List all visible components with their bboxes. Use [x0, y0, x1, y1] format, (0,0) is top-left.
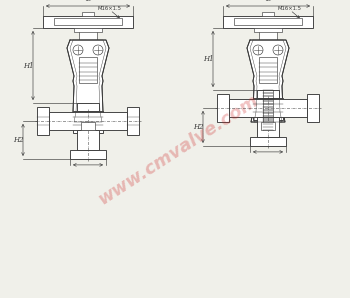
- Bar: [85, 103, 91, 130]
- Circle shape: [253, 45, 263, 55]
- Circle shape: [73, 45, 83, 55]
- Text: M16×1.5: M16×1.5: [278, 5, 302, 10]
- Bar: [49, 112, 127, 130]
- Bar: [73, 111, 103, 133]
- Bar: [217, 94, 229, 122]
- Bar: [54, 18, 122, 24]
- Bar: [257, 90, 279, 98]
- Bar: [261, 122, 275, 130]
- Text: H1: H1: [203, 55, 213, 63]
- Bar: [253, 98, 283, 120]
- Bar: [307, 94, 319, 122]
- Text: D: D: [85, 0, 91, 3]
- Text: M16×1.5: M16×1.5: [98, 5, 122, 10]
- Text: H2: H2: [193, 123, 203, 131]
- Polygon shape: [247, 40, 289, 122]
- Text: H1: H1: [23, 61, 33, 69]
- Bar: [254, 28, 282, 32]
- Bar: [229, 99, 307, 117]
- Bar: [82, 12, 94, 16]
- Circle shape: [93, 45, 103, 55]
- Bar: [262, 12, 274, 16]
- Bar: [250, 137, 286, 146]
- Text: D: D: [265, 0, 271, 3]
- Polygon shape: [67, 40, 109, 122]
- Bar: [77, 103, 99, 111]
- Bar: [43, 16, 133, 28]
- Bar: [81, 122, 95, 130]
- Text: www.cmvalve.com: www.cmvalve.com: [94, 91, 261, 209]
- Circle shape: [273, 45, 283, 55]
- Bar: [259, 28, 277, 40]
- Bar: [259, 57, 277, 83]
- Bar: [127, 107, 139, 135]
- Bar: [70, 150, 106, 159]
- Bar: [79, 57, 97, 83]
- Bar: [79, 28, 97, 40]
- Bar: [263, 90, 273, 130]
- Bar: [77, 130, 99, 150]
- Bar: [74, 28, 102, 32]
- Bar: [257, 117, 279, 137]
- Text: H2: H2: [13, 136, 23, 144]
- Bar: [223, 16, 313, 28]
- Bar: [37, 107, 49, 135]
- Bar: [234, 18, 302, 24]
